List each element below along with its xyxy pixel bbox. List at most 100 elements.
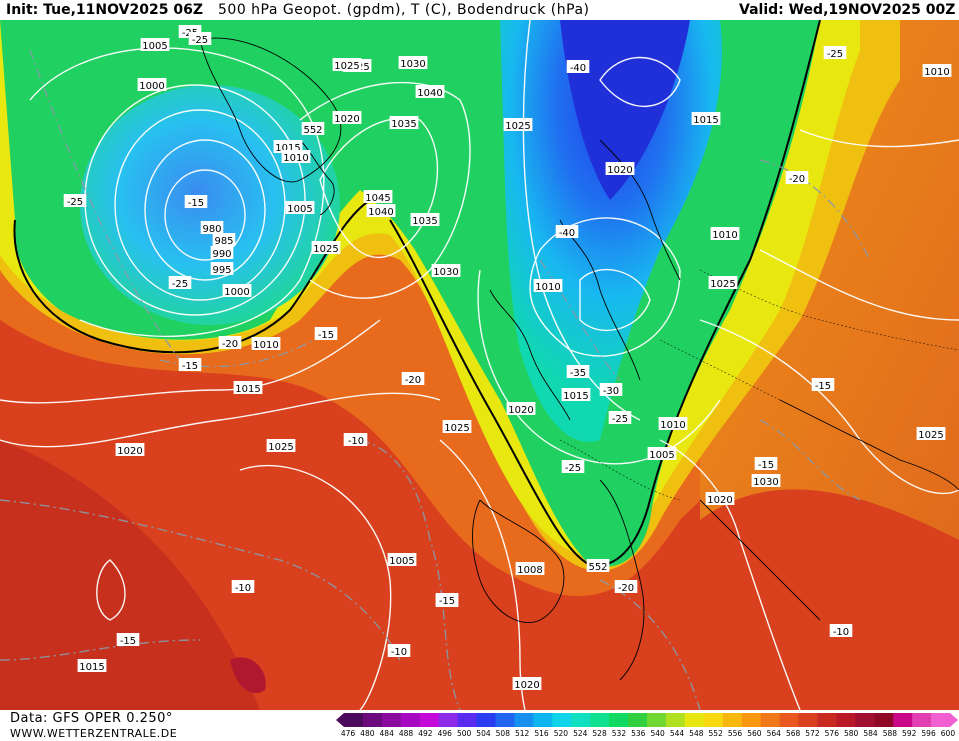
trough-core (560, 20, 690, 200)
pressure-label-bg (387, 553, 417, 566)
pressure-label: 1010 (253, 340, 278, 351)
deep-red-spot (230, 657, 266, 694)
pressure-label-bg (233, 381, 263, 394)
pressure-label-bg (251, 337, 281, 350)
pressure-label-bg (515, 562, 545, 575)
legend-tick: 500 (456, 729, 472, 738)
pressure-label: 1000 (139, 81, 164, 92)
pressure-label-bg (506, 402, 536, 415)
temperature-label: -15 (318, 330, 334, 341)
legend-tick: 484 (379, 729, 394, 738)
temperature-label-bg (184, 195, 208, 208)
temperature-label-bg (188, 32, 212, 45)
legend-swatch (912, 713, 932, 727)
pressure-label: 1025 (918, 430, 943, 441)
pressure-label-bg (708, 276, 738, 289)
pressure-label-bg (398, 56, 428, 69)
legend-swatch (760, 713, 781, 727)
pressure-label-bg (222, 284, 252, 297)
pressure-label: 1010 (283, 153, 308, 164)
temperature-label-bg (435, 593, 459, 606)
pressure-label: 1025 (710, 279, 735, 290)
legend-swatch (798, 713, 818, 727)
legend-swatch (931, 713, 951, 727)
pressure-label-bg (647, 447, 677, 460)
pressure-label: 1020 (514, 680, 539, 691)
legend-tick: 532 (611, 729, 627, 738)
legend-tick: 548 (689, 729, 704, 738)
legend-swatch (609, 713, 629, 727)
pressure-label: 1025 (444, 423, 469, 434)
legend-swatch (381, 713, 402, 727)
pressure-label: 1040 (417, 88, 442, 99)
pressure-label-bg (140, 38, 170, 51)
pressure-label-bg (710, 227, 740, 240)
temperature-label: -10 (833, 627, 849, 638)
pressure-label-bg (363, 190, 393, 203)
pressure-label-bg (332, 111, 362, 124)
legend-tick: 588 (882, 729, 898, 738)
legend-swatch (590, 713, 610, 727)
legend-tick: 496 (437, 729, 452, 738)
legend-swatch (817, 713, 837, 727)
temperature-label: -40 (559, 228, 575, 239)
legend-swatch (703, 713, 724, 727)
temperature-label: -30 (603, 386, 619, 397)
pressure-label-bg (533, 279, 563, 292)
pressure-label: 1015 (693, 115, 718, 126)
temperature-label: -10 (235, 583, 251, 594)
pressure-label: 1035 (412, 216, 437, 227)
color-legend (336, 713, 958, 727)
pressure-label: 1015 (563, 391, 588, 402)
pressure-label-bg (366, 204, 396, 217)
temperature-label-bg (63, 194, 87, 207)
valid-time: Valid: Wed,19NOV2025 00Z (739, 2, 956, 18)
temperature-label-bg (566, 60, 590, 73)
pressure-label-bg (285, 201, 315, 214)
legend-swatch (741, 713, 762, 727)
temperature-label-bg (168, 276, 192, 289)
temperature-label: -25 (172, 279, 188, 290)
temperature-label: -25 (192, 35, 208, 46)
legend-swatch (647, 713, 667, 727)
temperature-label: -15 (439, 596, 455, 607)
temperature-label-bg (178, 358, 202, 371)
pressure-label-bg (916, 427, 946, 440)
legend-tick: 512 (515, 729, 530, 738)
pressure-label: 1030 (753, 477, 778, 488)
legend-tick: 580 (844, 729, 859, 738)
deep-red-sw (0, 440, 260, 710)
legend-tick: 592 (902, 729, 917, 738)
legend-ticks: 476 480 484 488 492 496 500 504 508 512 516 520 524 5… (340, 729, 955, 739)
temperature-label-bg (314, 327, 338, 340)
pressure-label-bg (137, 78, 167, 91)
temperature-label: -10 (391, 647, 407, 658)
legend-swatch (438, 713, 459, 727)
temperature-label: -15 (758, 460, 774, 471)
pressure-label-bg (389, 116, 419, 129)
pressure-label-bg (210, 246, 234, 259)
pressure-label-bg (922, 64, 952, 77)
legend-swatch (779, 713, 799, 727)
pressure-label: 1045 (365, 193, 390, 204)
pressure-label: 1015 (79, 662, 104, 673)
weather-map: 1005 1000 1025 1030 1020 1040 1035 1015 1010 1045… (0, 20, 959, 710)
pressure-label: 1040 (368, 207, 393, 218)
pressure-label: 1025 (505, 121, 530, 132)
legend-arrow-left (336, 713, 344, 727)
temperature-label-bg (608, 411, 632, 424)
pressure-label-bg (273, 140, 303, 153)
pressure-label-bg (442, 420, 472, 433)
legend-tick: 476 (340, 729, 356, 738)
legend-tick: 540 (650, 729, 665, 738)
legend-tick: 504 (476, 729, 491, 738)
legend-swatch (495, 713, 515, 727)
temperature-label-bg (344, 433, 368, 446)
pressure-label: 1008 (517, 565, 542, 576)
pressure-label-bg (691, 112, 721, 125)
pressure-label: 1005 (287, 204, 312, 215)
legend-swatch (665, 713, 686, 727)
map-labels: 1005 1000 1025 1030 1020 1040 1035 1015 1010 1045… (63, 25, 952, 691)
temperature-label-bg (566, 365, 590, 378)
pressure-label: 1005 (649, 450, 674, 461)
